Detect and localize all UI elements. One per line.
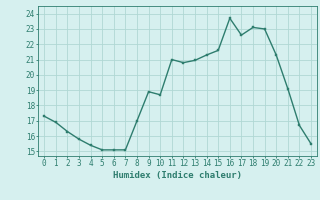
X-axis label: Humidex (Indice chaleur): Humidex (Indice chaleur)	[113, 171, 242, 180]
